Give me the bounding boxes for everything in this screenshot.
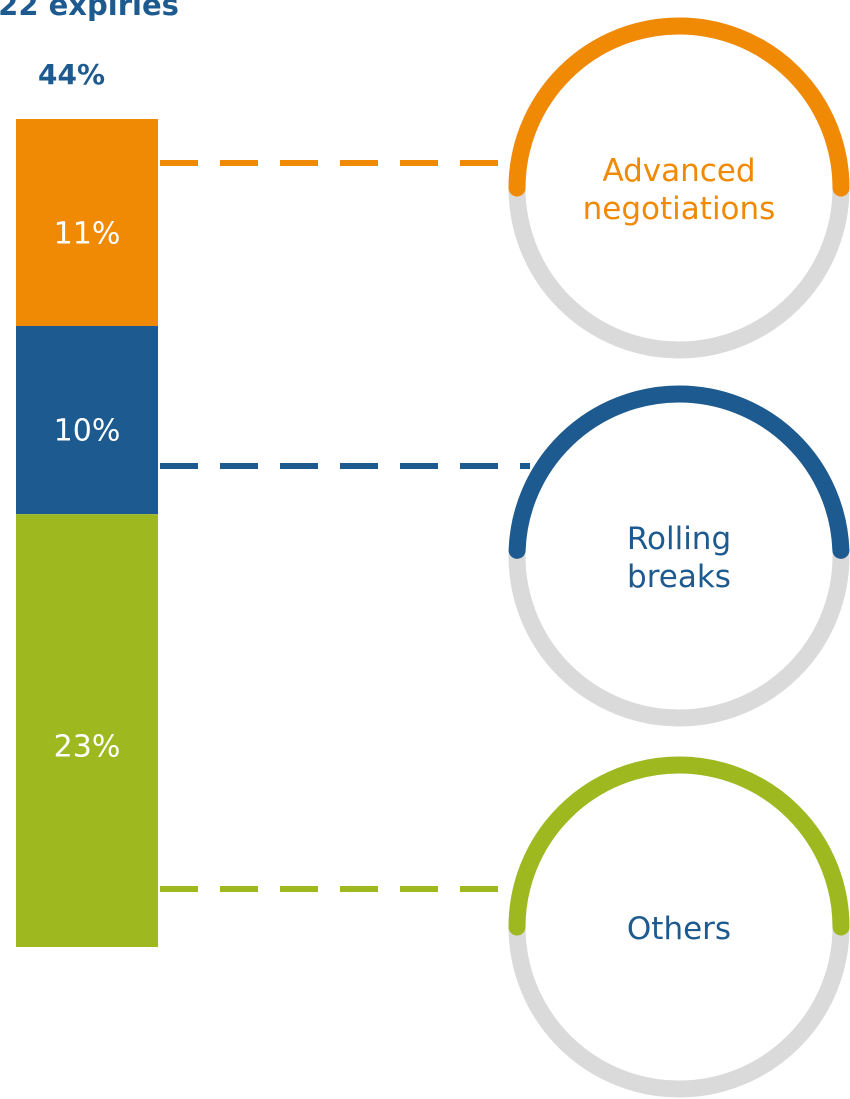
category-label-others: Others bbox=[559, 910, 799, 948]
stacked-bar: 11% 10% 23% bbox=[16, 119, 158, 947]
category-label-line: breaks bbox=[627, 559, 731, 595]
total-label: 44% bbox=[38, 58, 106, 91]
bar-segment-others bbox=[16, 514, 158, 947]
bar-segment-label: 23% bbox=[54, 730, 121, 765]
category-label-line: Others bbox=[626, 911, 732, 947]
category-label-advanced-negotiations: Advanced negotiations bbox=[559, 152, 799, 228]
bar-segment-label: 10% bbox=[54, 414, 121, 449]
connectors bbox=[160, 160, 530, 892]
ring-arc bbox=[508, 385, 850, 559]
category-label-rolling-breaks: Rolling breaks bbox=[559, 520, 799, 596]
chart-title: 022 expiries bbox=[0, 0, 179, 22]
category-rings bbox=[508, 17, 850, 1098]
bar-segment-rolling-breaks bbox=[16, 326, 158, 515]
category-label-line: Rolling bbox=[626, 521, 732, 557]
ring-arc bbox=[508, 17, 850, 197]
bar-segment-advanced-negotiations bbox=[16, 119, 158, 326]
category-label-line: negotiations bbox=[582, 191, 776, 227]
ring-arc bbox=[508, 756, 850, 936]
bar-segment-label: 11% bbox=[54, 217, 121, 252]
category-label-line: Advanced bbox=[602, 153, 756, 189]
